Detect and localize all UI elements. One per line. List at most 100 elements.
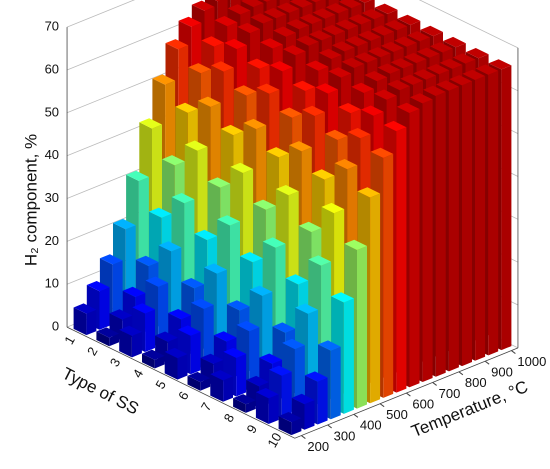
bar-side — [210, 374, 224, 402]
x-tick-label: 400 — [360, 418, 382, 433]
x-tick-label: 900 — [491, 365, 513, 380]
bar-top — [407, 31, 430, 42]
z-tick-label: 70 — [45, 19, 59, 34]
y-tick-label: 4 — [130, 367, 147, 381]
z-tick-label: 50 — [45, 104, 59, 119]
bar-front — [448, 86, 459, 372]
bar-top — [214, 16, 238, 27]
bar-top — [331, 41, 355, 52]
bar-front — [291, 418, 302, 436]
bar-top — [308, 255, 332, 266]
bar-top — [256, 83, 280, 94]
bar-top — [322, 24, 345, 36]
z-tick-label: 60 — [45, 61, 59, 76]
bar-top — [96, 327, 120, 338]
bar — [96, 327, 120, 347]
bar-top — [240, 0, 264, 8]
bar — [119, 325, 142, 358]
bar-top — [364, 71, 388, 82]
bar-top — [210, 370, 233, 381]
bar-top — [269, 365, 292, 376]
bar-top — [119, 325, 142, 336]
bar-front — [268, 394, 279, 424]
bar-top — [452, 53, 476, 64]
bar-top — [175, 102, 198, 113]
bar-top — [227, 4, 251, 15]
bar-top — [165, 39, 189, 50]
bar-top — [230, 162, 254, 173]
bar-top — [132, 303, 155, 314]
bar-front — [223, 376, 233, 402]
bar-top — [370, 147, 394, 158]
bar-top — [99, 254, 123, 265]
bar-front — [304, 400, 315, 430]
z-tick-label: 0 — [52, 319, 59, 334]
bar-front — [435, 91, 446, 377]
bar-top — [409, 93, 433, 104]
bar-top — [357, 187, 381, 198]
bar-top — [211, 61, 234, 72]
bar-side — [255, 392, 269, 424]
bar-front — [383, 153, 394, 398]
axis-line — [66, 326, 519, 439]
bar-top — [152, 74, 176, 85]
bar-front — [145, 309, 155, 352]
bar-side — [278, 416, 292, 436]
bar-top — [331, 292, 354, 303]
bar-front — [112, 260, 123, 325]
bar-top — [255, 388, 279, 399]
bar-top — [311, 0, 322, 3]
bar-side — [142, 353, 155, 369]
bar-front — [281, 371, 292, 419]
bar-top — [262, 237, 286, 248]
bar-top — [259, 353, 283, 364]
bar-front — [330, 346, 341, 420]
bar — [278, 412, 302, 436]
x-tick — [379, 403, 385, 408]
bar-top — [279, 107, 303, 118]
bar-front — [370, 193, 381, 404]
y-tick-label: 2 — [84, 344, 101, 358]
bar-top — [380, 41, 404, 52]
bar-top — [318, 48, 342, 59]
bar-top — [122, 286, 146, 297]
bar-top — [158, 241, 182, 252]
bar-top — [348, 14, 372, 25]
bar — [233, 394, 256, 413]
bar-top — [371, 25, 394, 36]
bar-top — [213, 331, 237, 342]
bar-top — [383, 120, 407, 132]
bar-top — [416, 47, 440, 58]
x-tick-label: 200 — [307, 439, 329, 454]
bar-top — [413, 69, 437, 80]
x-tick-label: 1000 — [517, 354, 546, 369]
bar-top — [162, 155, 185, 166]
bar-top — [109, 309, 133, 320]
bar-top — [201, 36, 225, 47]
x-tick-label: 600 — [412, 396, 434, 411]
bar-top — [384, 20, 408, 31]
bar-top — [475, 64, 499, 75]
bar-top — [439, 58, 463, 69]
bar-top — [276, 2, 300, 13]
bar-top — [188, 63, 211, 74]
bar-top — [224, 38, 247, 50]
bar-top — [86, 281, 110, 292]
bar-front — [409, 109, 420, 388]
bar-front — [422, 99, 433, 383]
bar-top — [325, 3, 349, 14]
y-tick-label: 6 — [175, 389, 192, 403]
bar-top — [273, 26, 296, 37]
bar-top — [236, 320, 260, 332]
bar-top — [304, 371, 328, 382]
bar-top — [200, 353, 224, 364]
bar-top — [148, 207, 172, 218]
bar-top — [233, 394, 256, 405]
bar-top — [449, 75, 472, 86]
y-tick-label: 7 — [198, 400, 215, 414]
bar-top — [113, 218, 136, 230]
x-tick-label: 300 — [334, 428, 356, 443]
bar — [132, 303, 155, 352]
bar-top — [430, 42, 453, 53]
bar-top — [390, 58, 414, 69]
